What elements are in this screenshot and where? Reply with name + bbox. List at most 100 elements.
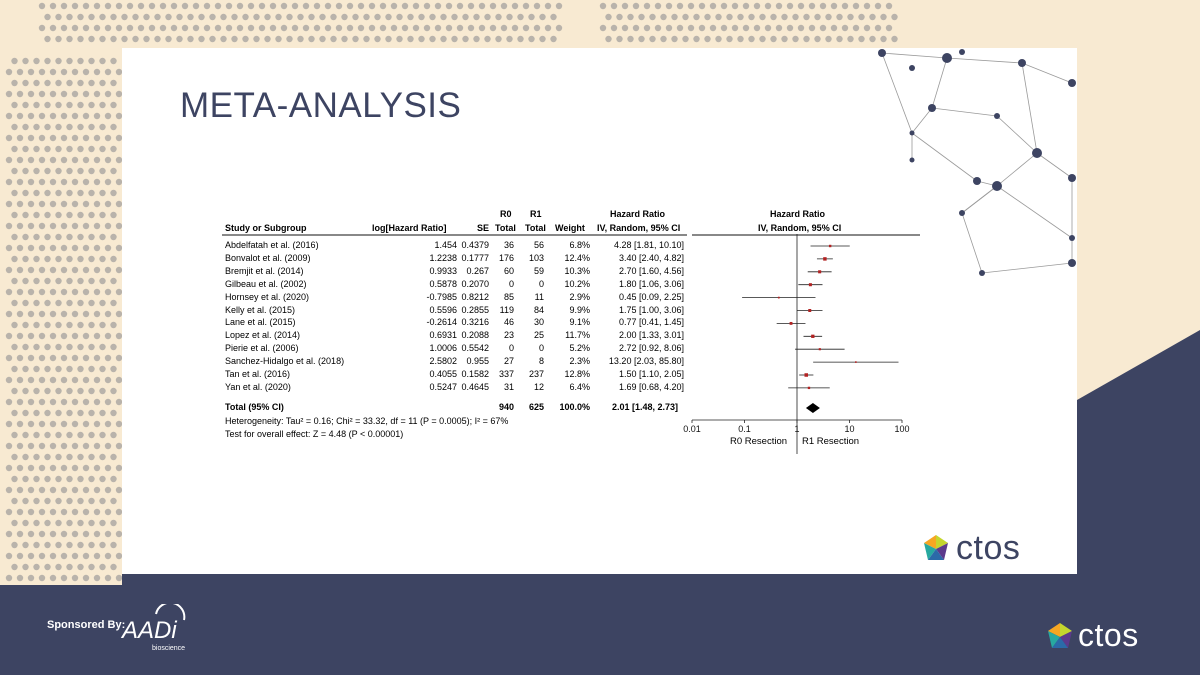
table-cell-r0: 337 (487, 369, 514, 379)
table-cell-r0: 23 (487, 330, 514, 340)
point-marker (778, 297, 780, 299)
table-cell-study: Pierie et al. (2006) (225, 343, 299, 353)
table-cell-study: Kelly et al. (2015) (225, 305, 295, 315)
table-cell-ci: 0.45 [0.09, 2.25] (592, 292, 684, 302)
point-marker (809, 283, 812, 286)
point-marker (808, 387, 810, 389)
table-cell-loghr: 0.5247 (392, 382, 457, 392)
table-cell-se: 0.1777 (457, 253, 489, 263)
table-cell-study: Sanchez-Hidalgo et al. (2018) (225, 356, 344, 366)
total-r1: 625 (517, 402, 544, 412)
table-cell-r1: 12 (517, 382, 544, 392)
slide-bottom-bar (122, 574, 1077, 588)
total-r0: 940 (487, 402, 514, 412)
header-hr-method: IV, Random, 95% CI (597, 223, 680, 233)
table-cell-r0: 0 (487, 279, 514, 289)
ctos-logo: ctos (922, 528, 1020, 568)
overall-effect-text: Test for overall effect: Z = 4.48 (P < 0… (225, 429, 403, 439)
table-cell-r0: 27 (487, 356, 514, 366)
table-cell-r0: 119 (487, 305, 514, 315)
x-tick-label: 1 (794, 424, 799, 434)
table-cell-ci: 1.50 [1.10, 2.05] (592, 369, 684, 379)
header-weight: Weight (555, 223, 585, 233)
table-cell-r1: 25 (517, 330, 544, 340)
header-r0-total: Total (495, 223, 516, 233)
table-cell-r0: 31 (487, 382, 514, 392)
point-marker (808, 309, 811, 312)
table-cell-study: Abdelfatah et al. (2016) (225, 240, 319, 250)
x-tick-label: 100 (894, 424, 909, 434)
table-cell-r0: 0 (487, 343, 514, 353)
table-cell-loghr: 0.9933 (392, 266, 457, 276)
aadi-logo-text: AADi (120, 617, 177, 644)
table-cell-se: 0.2855 (457, 305, 489, 315)
table-cell-se: 0.8212 (457, 292, 489, 302)
ctos-pyramid-icon (922, 533, 950, 563)
table-cell-r1: 30 (517, 317, 544, 327)
table-cell-r0: 46 (487, 317, 514, 327)
table-cell-se: 0.1582 (457, 369, 489, 379)
table-cell-r0: 36 (487, 240, 514, 250)
point-marker (855, 361, 857, 363)
table-cell-weight: 9.9% (550, 305, 590, 315)
table-cell-weight: 12.4% (550, 253, 590, 263)
table-cell-loghr: 0.5878 (392, 279, 457, 289)
table-cell-se: 0.4379 (457, 240, 489, 250)
point-marker (811, 335, 814, 338)
point-marker (790, 322, 793, 325)
header-r0: R0 (500, 209, 512, 219)
table-cell-ci: 0.77 [0.41, 1.45] (592, 317, 684, 327)
ctos-logo-text: ctos (956, 529, 1020, 568)
header-plot-hr: Hazard Ratio (770, 209, 825, 219)
table-cell-weight: 6.8% (550, 240, 590, 250)
forest-plot: 0.01 0.1 1 10 100 (682, 234, 922, 454)
table-cell-weight: 10.3% (550, 266, 590, 276)
table-cell-ci: 1.80 [1.06, 3.06] (592, 279, 684, 289)
aadi-logo-sub: bioscience (152, 645, 185, 652)
table-cell-loghr: 2.5802 (392, 356, 457, 366)
table-cell-study: Lane et al. (2015) (225, 317, 296, 327)
table-cell-study: Bremjit et al. (2014) (225, 266, 304, 276)
axis-label-left: R0 Resection (730, 436, 787, 447)
table-cell-r0: 176 (487, 253, 514, 263)
table-cell-study: Bonvalot et al. (2009) (225, 253, 311, 263)
ctos-pyramid-icon (1046, 621, 1074, 651)
table-cell-r0: 85 (487, 292, 514, 302)
x-tick-label: 10 (844, 424, 854, 434)
slide-title: META-ANALYSIS (180, 86, 461, 126)
table-cell-ci: 2.72 [0.92, 8.06] (592, 343, 684, 353)
table-cell-loghr: -0.2614 (392, 317, 457, 327)
table-cell-se: 0.267 (457, 266, 489, 276)
table-cell-loghr: 1.2238 (392, 253, 457, 263)
table-cell-se: 0.3216 (457, 317, 489, 327)
table-cell-weight: 2.3% (550, 356, 590, 366)
point-marker (829, 245, 831, 247)
table-cell-study: Gilbeau et al. (2002) (225, 279, 307, 289)
table-cell-se: 0.4645 (457, 382, 489, 392)
table-cell-loghr: 1.454 (392, 240, 457, 250)
table-cell-r1: 0 (517, 279, 544, 289)
footer-ctos-logo: ctos (1046, 617, 1139, 654)
table-cell-r1: 84 (517, 305, 544, 315)
table-cell-ci: 2.70 [1.60, 4.56] (592, 266, 684, 276)
table-cell-r1: 8 (517, 356, 544, 366)
header-hr: Hazard Ratio (610, 209, 665, 219)
pooled-diamond (806, 403, 820, 413)
header-r1-total: Total (525, 223, 546, 233)
table-cell-study: Tan et al. (2016) (225, 369, 290, 379)
axis-label-right: R1 Resection (802, 436, 859, 447)
table-cell-weight: 9.1% (550, 317, 590, 327)
header-r1: R1 (530, 209, 542, 219)
table-cell-loghr: -0.7985 (392, 292, 457, 302)
sponsored-by-label: Sponsored By: (47, 619, 125, 631)
table-cell-r1: 59 (517, 266, 544, 276)
table-cell-ci: 4.28 [1.81, 10.10] (592, 240, 684, 250)
table-cell-loghr: 0.4055 (392, 369, 457, 379)
header-se: SE (477, 223, 489, 233)
table-cell-ci: 3.40 [2.40, 4.82] (592, 253, 684, 263)
slide-panel: META-ANALYSIS R0 R1 Hazard Ratio (122, 48, 1077, 588)
table-cell-se: 0.5542 (457, 343, 489, 353)
table-cell-weight: 10.2% (550, 279, 590, 289)
table-cell-loghr: 1.0006 (392, 343, 457, 353)
table-cell-weight: 2.9% (550, 292, 590, 302)
